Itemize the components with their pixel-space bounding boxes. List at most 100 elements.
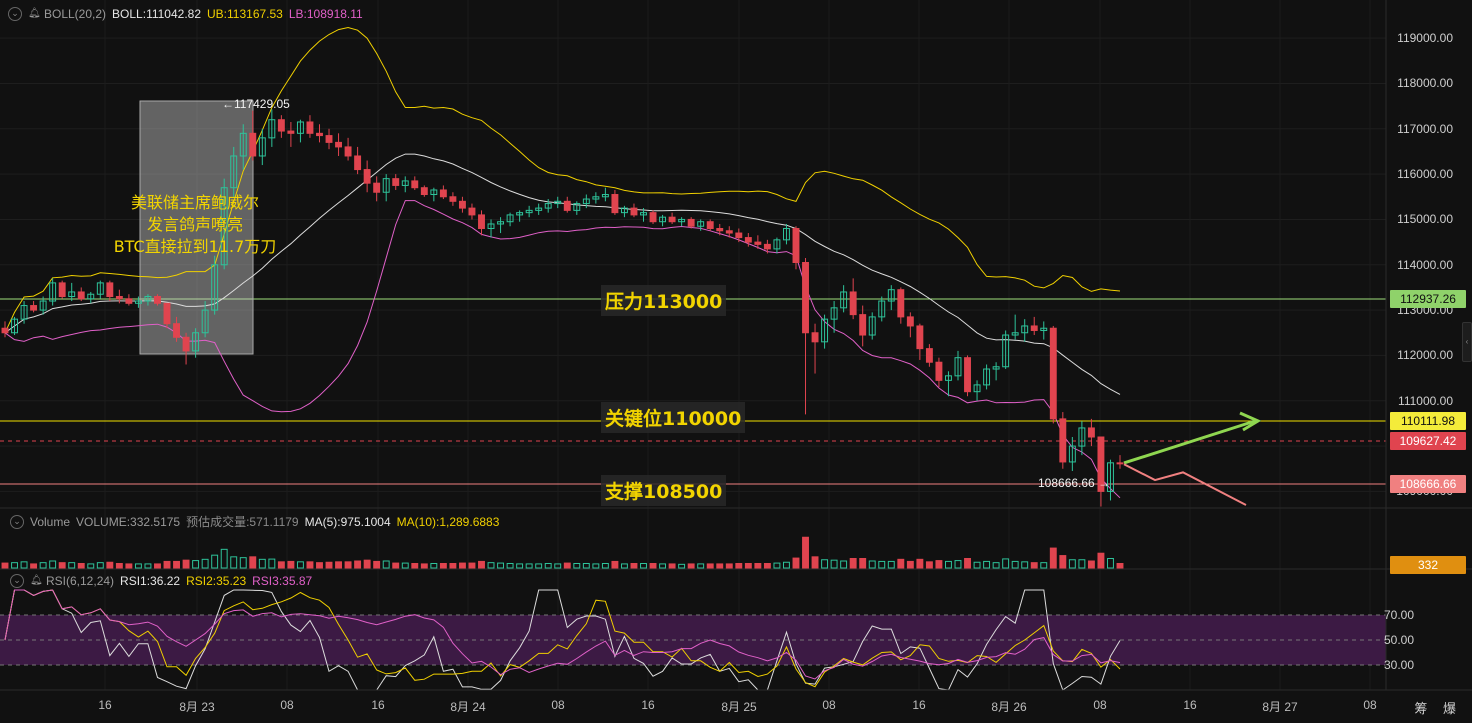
news-line: 发言鸽声嘹亮: [146, 215, 243, 234]
volume-bar: [716, 563, 724, 569]
candle-body: [20, 305, 28, 320]
candle-body: [1, 327, 9, 334]
candle-body: [535, 207, 543, 211]
volume-bar: [897, 558, 905, 569]
candle-body: [1049, 327, 1057, 420]
volume-label[interactable]: Volume: [30, 514, 71, 529]
volume-bar: [983, 560, 991, 569]
support-annotation[interactable]: 支撑108500: [601, 475, 727, 506]
candle-body: [744, 237, 752, 243]
volume-bar: [458, 562, 466, 569]
volume-bar: [668, 563, 676, 569]
candle-body: [277, 119, 285, 132]
candle-body: [840, 291, 848, 309]
volume-ma5: MA(5):975.1004: [304, 514, 391, 529]
time-tick-label: 08: [551, 698, 565, 712]
rsi1-line: [4, 589, 1121, 691]
news-line: BTC直接拉到11.7万刀: [113, 237, 277, 256]
candle-body: [39, 300, 47, 311]
volume-ma10: MA(10):1,289.6883: [396, 514, 500, 529]
volume-bar: [11, 562, 18, 569]
volume-bar: [964, 558, 971, 569]
collapse-icon[interactable]: ⌄: [10, 574, 24, 588]
volume-bar: [535, 563, 543, 569]
volume-bar: [1011, 560, 1019, 569]
volume-bar: [754, 563, 762, 569]
volume-bar: [106, 561, 114, 569]
resistance-annotation[interactable]: 压力113000: [601, 285, 727, 316]
boll-ub-value: UB:113167.53: [207, 7, 283, 21]
price-tick-label: 111000.00: [1398, 393, 1453, 408]
volume-bar: [659, 563, 667, 569]
volume-bar: [906, 560, 914, 569]
time-tick-label: 8月 25: [721, 700, 757, 714]
volume-bar: [49, 560, 57, 569]
volume-bar: [354, 560, 362, 569]
volume-bar: [430, 563, 438, 569]
volume-bar: [506, 563, 514, 569]
volume-bar: [1059, 555, 1067, 569]
scroll-handle[interactable]: ‹: [1462, 322, 1472, 362]
volume-bar: [802, 536, 809, 569]
volume-bar: [1049, 547, 1057, 569]
candle-body: [68, 291, 76, 297]
volume-bar: [382, 560, 390, 569]
volume-bar: [1097, 552, 1105, 569]
time-tick-label: 16: [98, 698, 112, 712]
time-tick-label: 16: [371, 698, 385, 712]
volume-bar: [830, 559, 838, 569]
boll-mid-value: BOLL:111042.82: [112, 7, 202, 21]
candle-body: [945, 375, 952, 381]
volume-bar: [115, 563, 123, 569]
volume-bar: [230, 556, 238, 569]
volume-bar: [87, 563, 95, 569]
support-price-tag: 108666.66: [1390, 475, 1466, 493]
arrow-left-icon: ←: [222, 97, 234, 111]
candle-body: [382, 178, 390, 193]
corner-tools[interactable]: 筹 爆: [1414, 701, 1462, 716]
bollinger-bands: [4, 26, 1121, 499]
volume-bar: [58, 562, 66, 569]
volume-bar: [840, 560, 848, 569]
candle-body: [96, 282, 104, 295]
volume-bar: [563, 562, 571, 569]
volume-bar: [497, 562, 505, 569]
volume-bar: [620, 563, 628, 569]
candle-body: [163, 302, 171, 325]
rsi-label[interactable]: RSI(6,12,24): [46, 574, 115, 588]
candle-body: [106, 282, 114, 297]
volume-bar: [68, 562, 76, 569]
price-tick-label: 112000.00: [1397, 348, 1453, 363]
candle-body: [916, 325, 924, 350]
volume-bar: [821, 559, 829, 569]
candle-body: [897, 289, 905, 318]
volume-bar: [592, 563, 600, 569]
candle-body: [1107, 462, 1114, 492]
volume-bar: [344, 561, 352, 569]
volume-bar: [287, 560, 295, 569]
candle-body: [954, 357, 962, 377]
candle-body: [859, 314, 867, 336]
volume-value: VOLUME:332.5175: [76, 514, 181, 529]
collapse-icon[interactable]: ⌄: [10, 514, 24, 529]
alert-bell-icon[interactable]: 🔔︎: [30, 575, 43, 586]
key-level-annotation[interactable]: 关键位110000: [601, 402, 746, 433]
candle-body: [506, 214, 514, 223]
alert-bell-icon[interactable]: 🔔︎: [28, 8, 41, 19]
volume-bar: [611, 560, 619, 569]
volume-tag: 332: [1390, 556, 1466, 574]
candle-body: [211, 264, 219, 311]
volume-bar: [439, 563, 447, 569]
time-tick-label: 8月 23: [179, 700, 215, 714]
boll-label[interactable]: BOLL(20,2): [44, 7, 107, 21]
resistance-price-tag: 112937.26: [1390, 290, 1466, 308]
rsi-legend: ⌄ 🔔︎ RSI(6,12,24) RSI1:36.22 RSI2:35.23 …: [10, 574, 312, 588]
candle-body: [525, 209, 533, 214]
candle-body: [458, 200, 466, 209]
candle-body: [296, 121, 304, 134]
collapse-icon[interactable]: ⌄: [8, 7, 22, 21]
candle-body: [868, 316, 876, 336]
volume-bar: [554, 563, 562, 569]
